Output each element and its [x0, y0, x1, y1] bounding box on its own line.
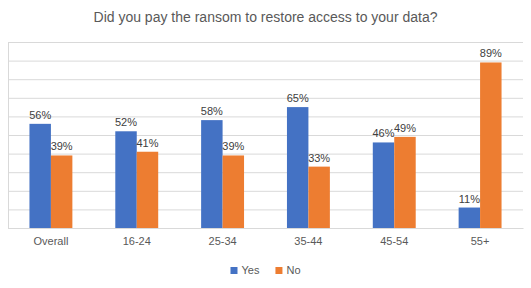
data-label: 52% [115, 116, 137, 128]
grid-line [8, 61, 523, 62]
y-tick [8, 116, 523, 117]
legend-swatch [230, 267, 237, 274]
x-tick: 55+ [471, 235, 490, 247]
bar [115, 131, 136, 228]
title: Did you pay the ransom to restore access… [94, 9, 438, 25]
x-tick-label: 16-24 [123, 235, 151, 247]
x-tick: Overall [33, 235, 68, 247]
grid-line [8, 42, 523, 43]
bar [459, 208, 480, 228]
bar [29, 124, 50, 228]
x-tick-label: 35-44 [294, 235, 322, 247]
x-tick: 45-54 [380, 235, 408, 247]
grid-line [8, 191, 523, 192]
data-label: 58% [201, 105, 223, 117]
grid-line [8, 116, 523, 117]
data-label: 41% [136, 137, 158, 149]
legend-item: No [275, 264, 300, 276]
legend-label: Yes [241, 264, 259, 276]
legend-label: No [286, 264, 300, 276]
data-label: 33% [308, 152, 330, 164]
data-label: 65% [287, 92, 309, 104]
bar [223, 155, 244, 228]
data-labels: 56% 52% 58% 65% 46% 11% 39% 41% 39% 33% 49% 89% [29, 47, 502, 204]
y-tick [8, 154, 523, 155]
legend: Yes No [230, 264, 300, 276]
grid-line [8, 154, 523, 155]
grid-line [8, 135, 523, 136]
data-label: 11% [459, 193, 480, 205]
background [0, 0, 531, 288]
x-axis: Overall 16-24 25-34 35-44 45-54 55+ [9, 229, 524, 247]
data-label: 39% [51, 140, 73, 152]
legend-item: Yes [230, 264, 259, 276]
x-tick-label: 45-54 [380, 235, 408, 247]
chart: Did you pay the ransom to restore access… [0, 0, 531, 288]
bar [201, 120, 222, 228]
y-tick [8, 98, 523, 99]
x-tick-label: 55+ [471, 235, 490, 247]
grid-line [8, 209, 523, 210]
x-tick-label: Overall [33, 235, 68, 247]
bar [373, 142, 394, 228]
data-label: 89% [480, 47, 502, 59]
data-label: 39% [222, 140, 244, 152]
y-tick [8, 42, 523, 43]
y-tick [8, 191, 523, 192]
bar [394, 137, 415, 228]
bar [480, 62, 501, 228]
grid-line [8, 172, 523, 173]
y-tick [8, 209, 523, 210]
grid-line [8, 98, 523, 99]
y-tick [8, 172, 523, 173]
grid-line [8, 228, 523, 229]
data-label: 56% [29, 109, 51, 121]
bar [51, 155, 72, 228]
data-label: 46% [373, 127, 395, 139]
y-tick [8, 135, 523, 136]
x-tick: 35-44 [294, 235, 322, 247]
y-tick [8, 61, 523, 62]
y-tick [8, 79, 523, 80]
bars [29, 62, 501, 228]
legend-swatch [275, 267, 282, 274]
data-label: 49% [394, 122, 416, 134]
bar [287, 107, 308, 228]
y-axis [8, 43, 523, 229]
x-tick: 25-34 [209, 235, 237, 247]
x-axis-line [9, 228, 524, 229]
grid-line [8, 79, 523, 80]
bar [137, 152, 158, 228]
x-tick-label: 25-34 [209, 235, 237, 247]
x-tick: 16-24 [123, 235, 151, 247]
bar [308, 167, 329, 228]
y-tick [8, 228, 523, 229]
